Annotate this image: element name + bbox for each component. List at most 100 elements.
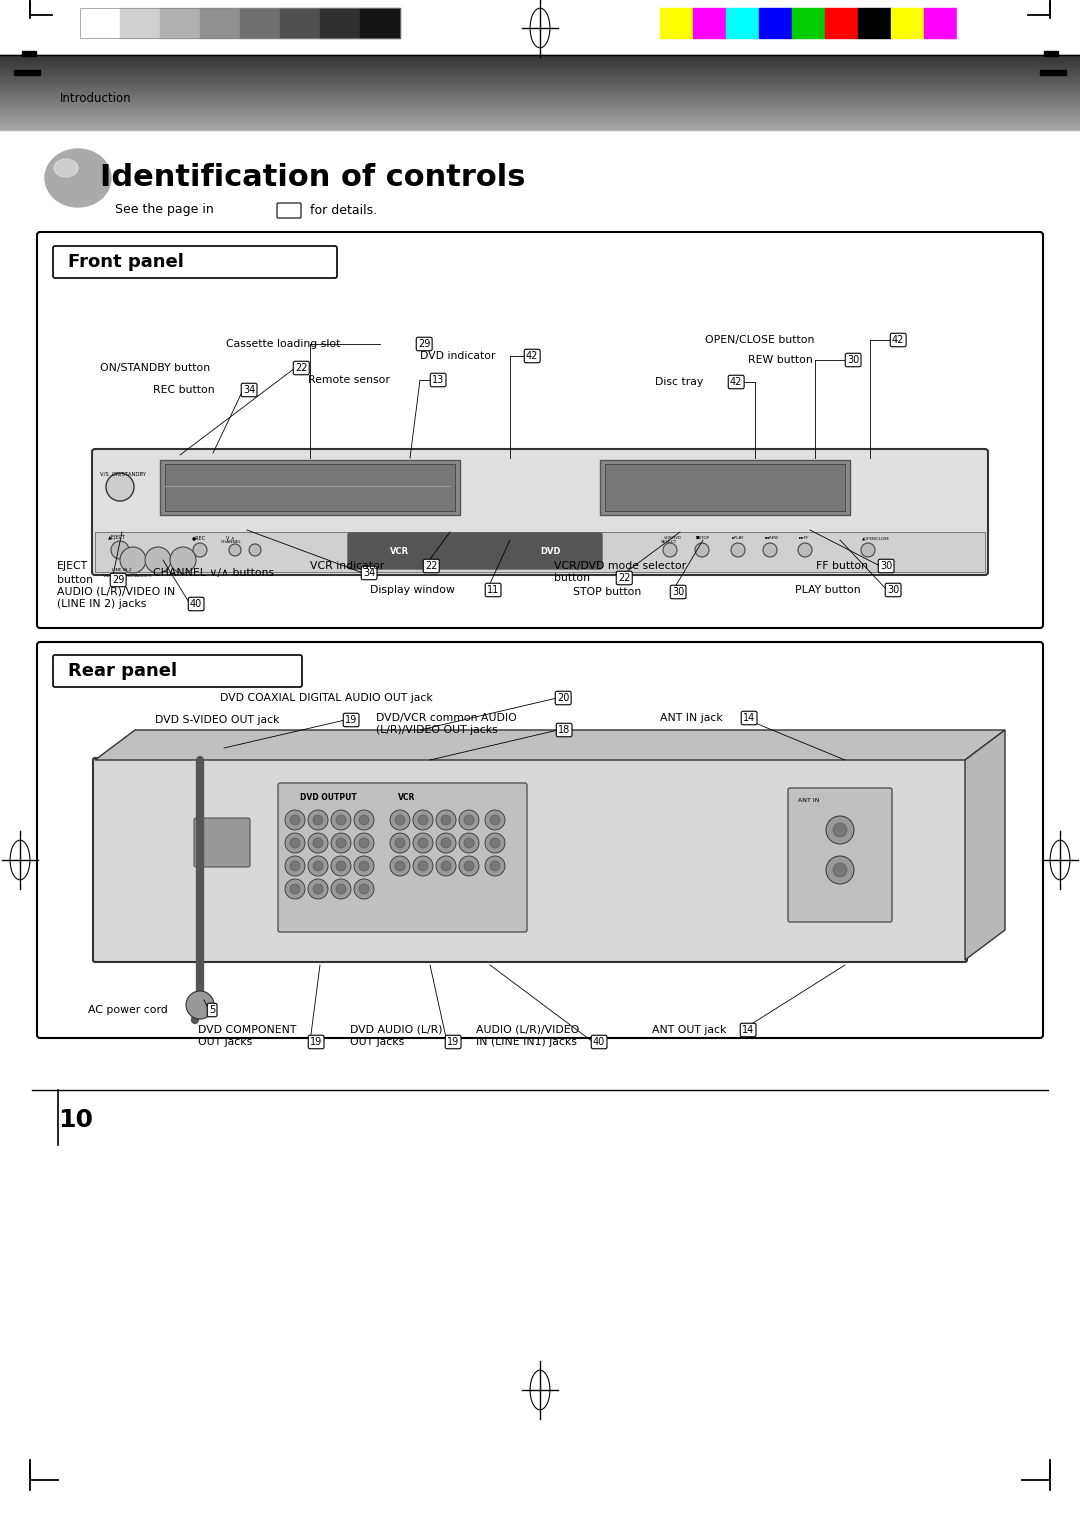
Circle shape xyxy=(663,542,677,558)
Circle shape xyxy=(285,879,305,898)
Text: ANT OUT jack: ANT OUT jack xyxy=(652,1025,727,1034)
Circle shape xyxy=(359,837,369,848)
Bar xyxy=(957,8,990,38)
Bar xyxy=(160,8,200,38)
Text: ►►FF: ►►FF xyxy=(799,536,810,539)
Text: 19: 19 xyxy=(310,1038,322,1047)
Text: 19: 19 xyxy=(345,715,357,724)
Circle shape xyxy=(285,856,305,876)
Bar xyxy=(360,8,400,38)
Circle shape xyxy=(731,542,745,558)
Circle shape xyxy=(696,542,708,558)
Circle shape xyxy=(186,992,214,1019)
Text: Disc tray: Disc tray xyxy=(654,377,703,387)
Circle shape xyxy=(436,833,456,853)
Circle shape xyxy=(145,547,171,573)
Circle shape xyxy=(413,856,433,876)
Text: 30: 30 xyxy=(847,354,860,365)
Text: 22: 22 xyxy=(426,561,437,571)
Bar xyxy=(200,8,240,38)
Circle shape xyxy=(485,810,505,830)
FancyBboxPatch shape xyxy=(92,449,988,575)
Text: ●REC: ●REC xyxy=(192,535,206,541)
Text: 13: 13 xyxy=(432,374,444,385)
Text: 19: 19 xyxy=(447,1038,459,1047)
Circle shape xyxy=(395,814,405,825)
Circle shape xyxy=(464,814,474,825)
Circle shape xyxy=(390,833,410,853)
Text: AUDIO (L/R)/VIDEO: AUDIO (L/R)/VIDEO xyxy=(476,1025,579,1034)
Circle shape xyxy=(418,814,428,825)
Circle shape xyxy=(490,814,500,825)
Circle shape xyxy=(441,837,451,848)
Text: VCR indicator: VCR indicator xyxy=(310,561,384,571)
Circle shape xyxy=(395,837,405,848)
Circle shape xyxy=(354,833,374,853)
Circle shape xyxy=(330,879,351,898)
Text: Introduction: Introduction xyxy=(60,92,132,104)
Text: See the page in: See the page in xyxy=(114,203,214,217)
Circle shape xyxy=(229,544,241,556)
Text: 14: 14 xyxy=(742,1025,754,1034)
Bar xyxy=(924,8,957,38)
Circle shape xyxy=(308,856,328,876)
Text: 11: 11 xyxy=(487,585,499,594)
Circle shape xyxy=(291,885,300,894)
FancyBboxPatch shape xyxy=(348,533,602,568)
Text: 30: 30 xyxy=(880,561,892,571)
Text: ■STOP: ■STOP xyxy=(696,536,710,539)
Bar xyxy=(165,465,455,510)
Circle shape xyxy=(441,860,451,871)
Text: PLAY button: PLAY button xyxy=(795,585,861,594)
Text: Remote sensor: Remote sensor xyxy=(308,374,390,385)
Text: EJECT: EJECT xyxy=(57,561,89,571)
Text: 42: 42 xyxy=(526,351,538,361)
Text: Identification of controls: Identification of controls xyxy=(100,163,526,193)
Text: V ∧: V ∧ xyxy=(226,535,234,541)
Circle shape xyxy=(861,542,875,558)
Circle shape xyxy=(441,814,451,825)
Text: Display window: Display window xyxy=(370,585,455,594)
Circle shape xyxy=(490,860,500,871)
Circle shape xyxy=(111,541,129,559)
Circle shape xyxy=(313,885,323,894)
Bar xyxy=(320,8,360,38)
Bar xyxy=(1044,50,1058,57)
FancyBboxPatch shape xyxy=(194,817,249,866)
Text: AC power cord: AC power cord xyxy=(87,1005,167,1015)
Circle shape xyxy=(762,542,777,558)
Bar xyxy=(22,50,36,57)
Text: 40: 40 xyxy=(593,1038,605,1047)
Bar xyxy=(160,460,460,515)
Text: LINE IN 2: LINE IN 2 xyxy=(112,568,132,571)
Text: 22: 22 xyxy=(618,573,631,584)
Ellipse shape xyxy=(45,150,111,206)
Circle shape xyxy=(490,837,500,848)
Text: VCR: VCR xyxy=(399,793,416,802)
Circle shape xyxy=(464,837,474,848)
Text: VCR/DVD: VCR/DVD xyxy=(664,536,681,539)
Circle shape xyxy=(330,810,351,830)
Text: DVD/VCR common AUDIO: DVD/VCR common AUDIO xyxy=(376,714,516,723)
Circle shape xyxy=(106,474,134,501)
Text: REC button: REC button xyxy=(153,385,215,396)
Circle shape xyxy=(354,879,374,898)
Circle shape xyxy=(459,833,480,853)
Polygon shape xyxy=(966,730,1005,960)
Circle shape xyxy=(485,856,505,876)
Text: OUT jacks: OUT jacks xyxy=(350,1038,404,1047)
Bar xyxy=(825,8,858,38)
Text: 20: 20 xyxy=(557,694,569,703)
Text: AUDIO (L/R)/VIDEO IN: AUDIO (L/R)/VIDEO IN xyxy=(57,587,175,597)
Text: ANT IN: ANT IN xyxy=(798,798,820,802)
Bar xyxy=(600,460,850,515)
Text: 30: 30 xyxy=(887,585,900,594)
Text: for details.: for details. xyxy=(310,203,377,217)
Text: 34: 34 xyxy=(243,385,255,396)
Circle shape xyxy=(413,833,433,853)
Bar xyxy=(14,70,40,75)
Circle shape xyxy=(390,856,410,876)
Text: DVD OUTPUT: DVD OUTPUT xyxy=(300,793,356,802)
FancyBboxPatch shape xyxy=(278,782,527,932)
Bar xyxy=(660,8,693,38)
